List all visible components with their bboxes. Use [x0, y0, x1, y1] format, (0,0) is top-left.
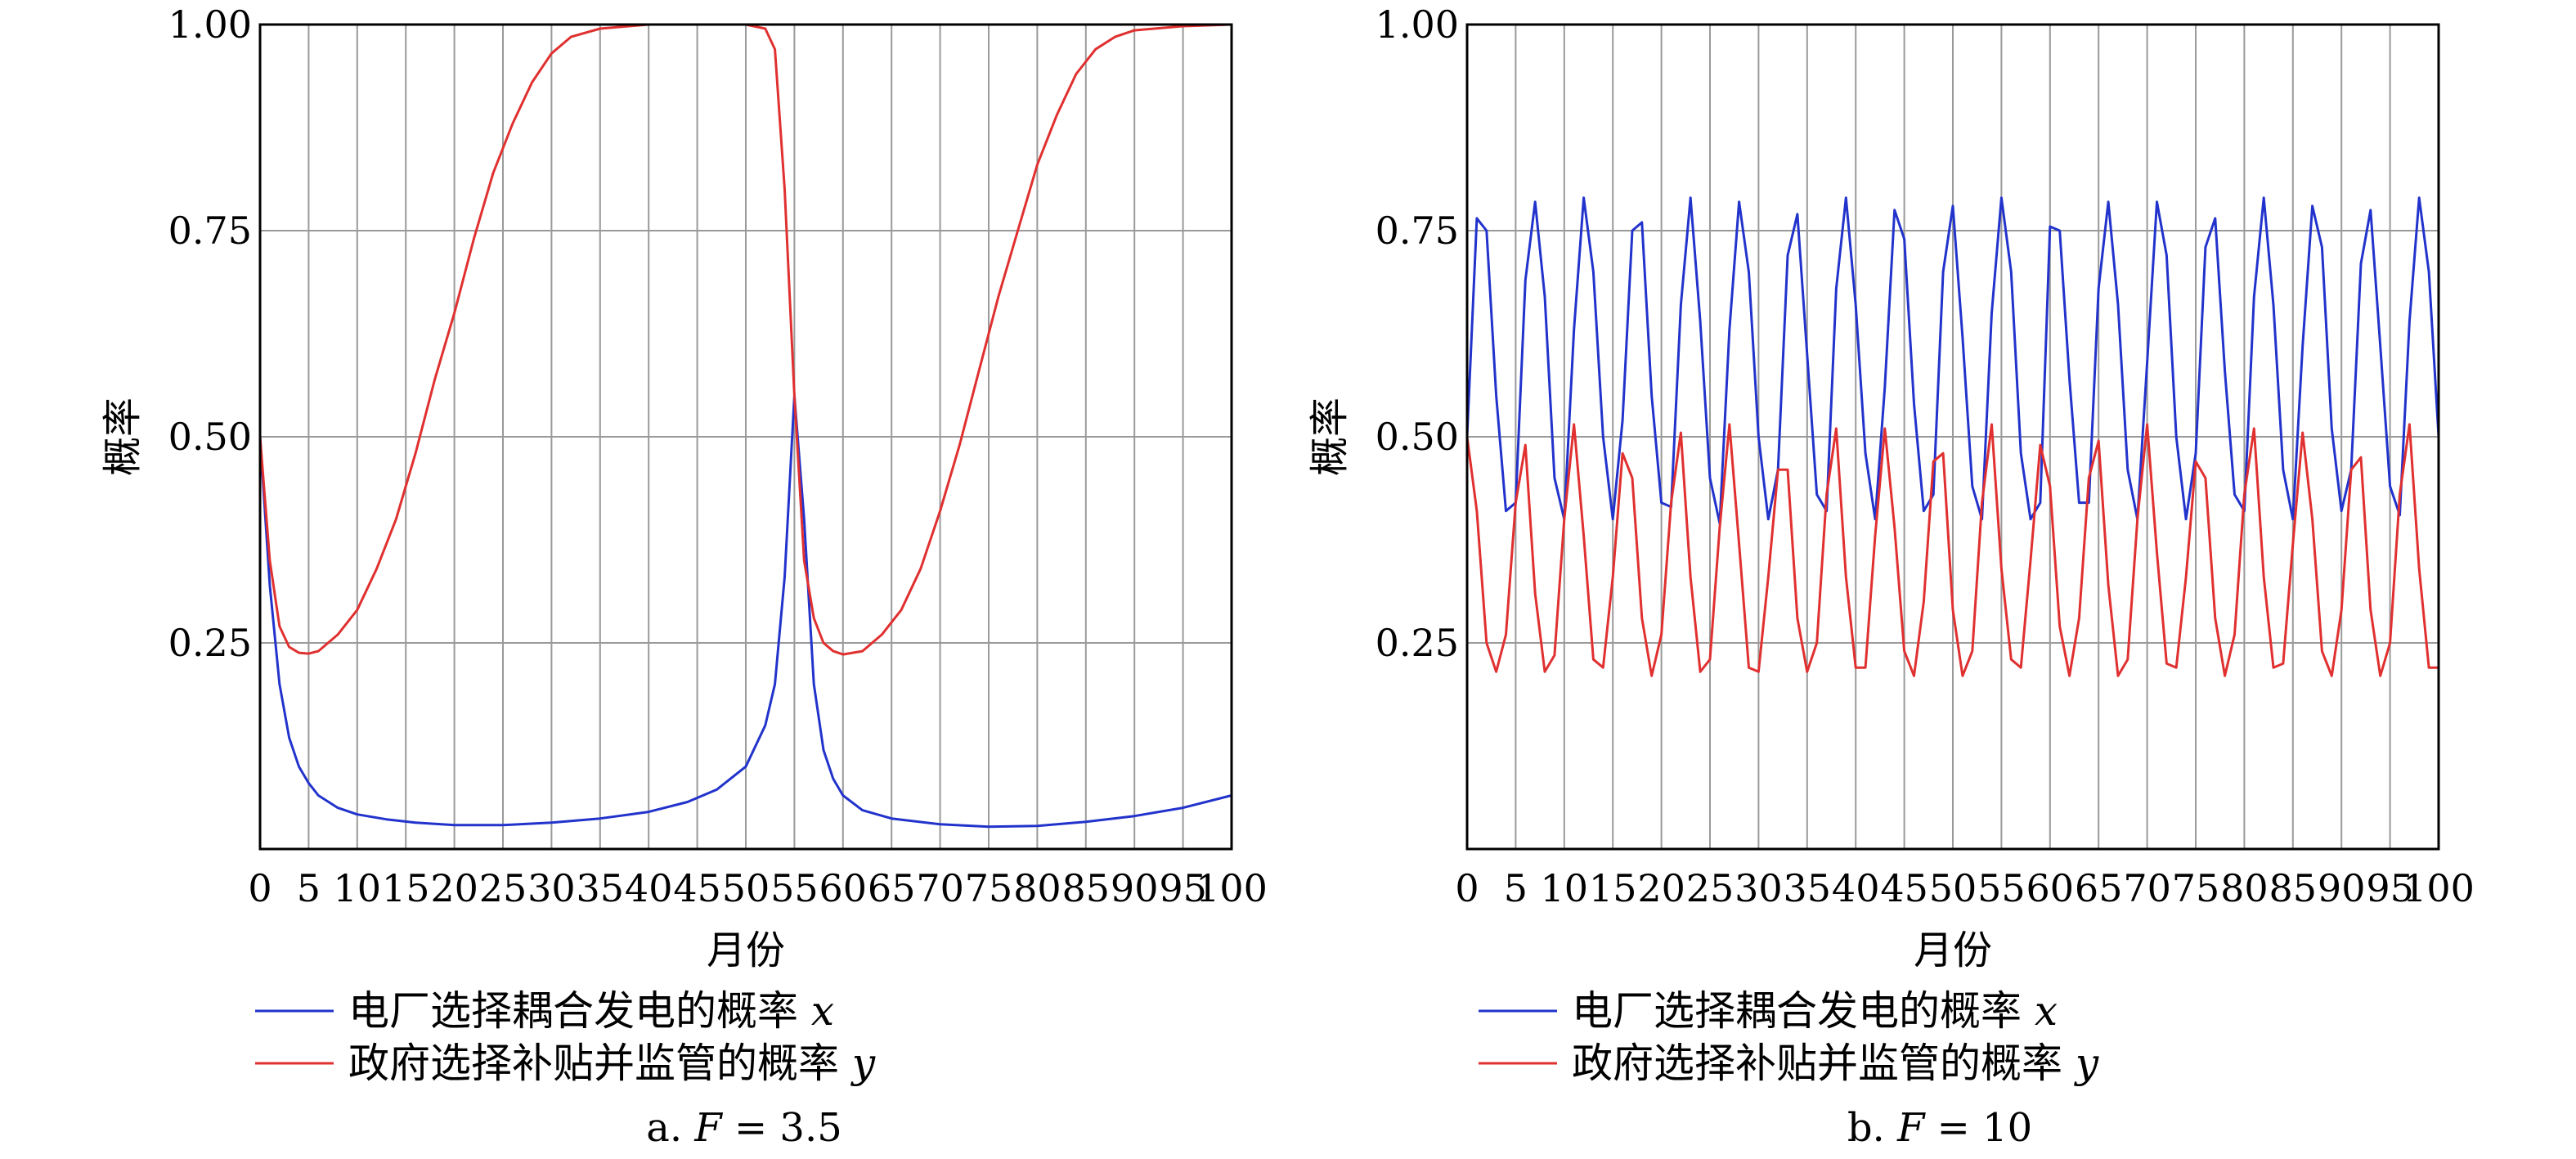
x-tick-label: 0: [248, 866, 272, 910]
x-tick-label: 85: [2269, 866, 2318, 910]
x-tick-label: 10: [1541, 866, 1589, 910]
chart-panel-a: 0.25 0.50 0.75 1.00 0 5 10 15 20 25 30 35 40 45 50 55 60…: [100, 2, 1268, 1151]
x-tick-label: 5: [1504, 866, 1528, 910]
panel-caption: a. F = 3.5: [646, 1105, 842, 1151]
x-tick-label: 30: [1735, 866, 1783, 910]
x-tick-label: 75: [2172, 866, 2220, 910]
x-axis-label: 月份: [707, 928, 785, 973]
x-tick-label: 45: [1880, 866, 1928, 910]
x-tick-label: 65: [2075, 866, 2123, 910]
x-tick-label: 75: [965, 866, 1013, 910]
x-tick-label: 5: [297, 866, 321, 910]
y-tick-label: 0.25: [1376, 621, 1459, 665]
y-tick-label: 0.75: [168, 209, 252, 253]
y-axis-label: 概率: [100, 398, 146, 476]
legend: 电厂选择耦合发电的概率 x 政府选择补贴并监管的概率 y: [255, 987, 876, 1087]
x-tick-label: 25: [1686, 866, 1735, 910]
plot-frame: [258, 23, 1233, 851]
chart-panel-b: 0.25 0.50 0.75 1.00 0 5 10 15 20 25 30 35 40 45 50 55 60…: [1307, 2, 2475, 1151]
x-tick-label: 50: [1929, 866, 1977, 910]
x-tick-label: 60: [2026, 866, 2075, 910]
x-axis-label: 月份: [1914, 928, 1992, 973]
x-tick-label: 40: [1832, 866, 1880, 910]
x-tick-label: 100: [2403, 866, 2475, 910]
x-tick-label: 45: [673, 866, 721, 910]
y-tick-label: 0.75: [1376, 209, 1459, 253]
legend-label-x: 电厂选择耦合发电的概率 x: [1572, 987, 2058, 1035]
x-tick-label: 100: [1196, 866, 1268, 910]
y-axis-label: 概率: [1307, 398, 1353, 476]
series-line-x: [258, 394, 1232, 829]
x-tick-label: 35: [1784, 866, 1832, 910]
y-tick-label: 1.00: [168, 2, 252, 47]
caption-var: F: [1896, 1105, 1926, 1151]
x-tick-label: 15: [1589, 866, 1637, 910]
legend-var: x: [2035, 987, 2058, 1035]
x-tick-label: 25: [479, 866, 527, 910]
x-tick-label: 50: [722, 866, 770, 910]
legend-var: y: [850, 1040, 876, 1087]
x-tick-label: 95: [1159, 866, 1207, 910]
x-tick-label: 65: [868, 866, 916, 910]
series-line-y: [1465, 423, 2439, 677]
x-tick-label: 20: [430, 866, 478, 910]
x-tick-label: 55: [770, 866, 819, 910]
x-tick-label: 80: [1013, 866, 1061, 910]
x-tick-label: 0: [1455, 866, 1479, 910]
x-tick-label: 95: [2366, 866, 2414, 910]
legend-label-x: 电厂选择耦合发电的概率 x: [348, 987, 834, 1035]
caption-var: F: [693, 1105, 723, 1151]
caption-value: = 10: [1924, 1105, 2032, 1151]
x-tick-label: 35: [577, 866, 625, 910]
panel-caption: b. F = 10: [1847, 1105, 2032, 1151]
legend: 电厂选择耦合发电的概率 x 政府选择补贴并监管的概率 y: [1479, 987, 2099, 1087]
x-tick-label: 55: [1977, 866, 2026, 910]
x-tick-label: 90: [2318, 866, 2366, 910]
x-tick-label: 20: [1637, 866, 1685, 910]
x-tick-label: 70: [916, 866, 964, 910]
caption-prefix: b.: [1847, 1105, 1897, 1151]
series-line-y: [258, 23, 1232, 656]
y-tick-label: 0.25: [168, 621, 252, 665]
caption-value: = 3.5: [722, 1105, 842, 1151]
x-tick-label: 60: [819, 866, 868, 910]
legend-var: y: [2074, 1040, 2099, 1087]
y-tick-label: 0.50: [168, 415, 252, 459]
series-line-x: [1465, 196, 2440, 525]
x-tick-label: 15: [382, 866, 430, 910]
plot-frame: [1465, 23, 2440, 851]
legend-label-y: 政府选择补贴并监管的概率 y: [348, 1040, 876, 1087]
legend-label-y: 政府选择补贴并监管的概率 y: [1572, 1040, 2099, 1087]
x-tick-label: 40: [625, 866, 673, 910]
caption-prefix: a.: [646, 1105, 694, 1151]
y-tick-label: 0.50: [1376, 415, 1459, 459]
x-tick-label: 90: [1111, 866, 1159, 910]
x-tick-label: 80: [2220, 866, 2269, 910]
y-tick-label: 1.00: [1376, 2, 1459, 47]
x-tick-label: 30: [527, 866, 576, 910]
legend-var: x: [811, 987, 834, 1035]
x-tick-label: 10: [334, 866, 382, 910]
x-tick-label: 70: [2123, 866, 2171, 910]
x-tick-label: 85: [1062, 866, 1111, 910]
